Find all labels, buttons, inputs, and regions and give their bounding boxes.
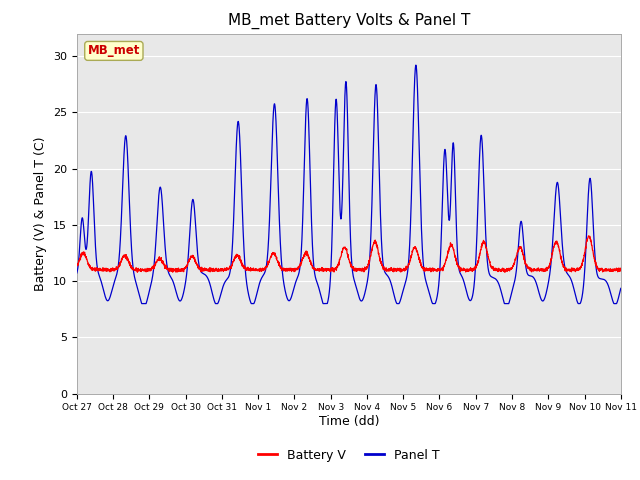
Legend: Battery V, Panel T: Battery V, Panel T [253,444,444,467]
Y-axis label: Battery (V) & Panel T (C): Battery (V) & Panel T (C) [35,136,47,291]
Title: MB_met Battery Volts & Panel T: MB_met Battery Volts & Panel T [228,13,470,29]
X-axis label: Time (dd): Time (dd) [319,415,379,428]
Text: MB_met: MB_met [88,44,140,58]
